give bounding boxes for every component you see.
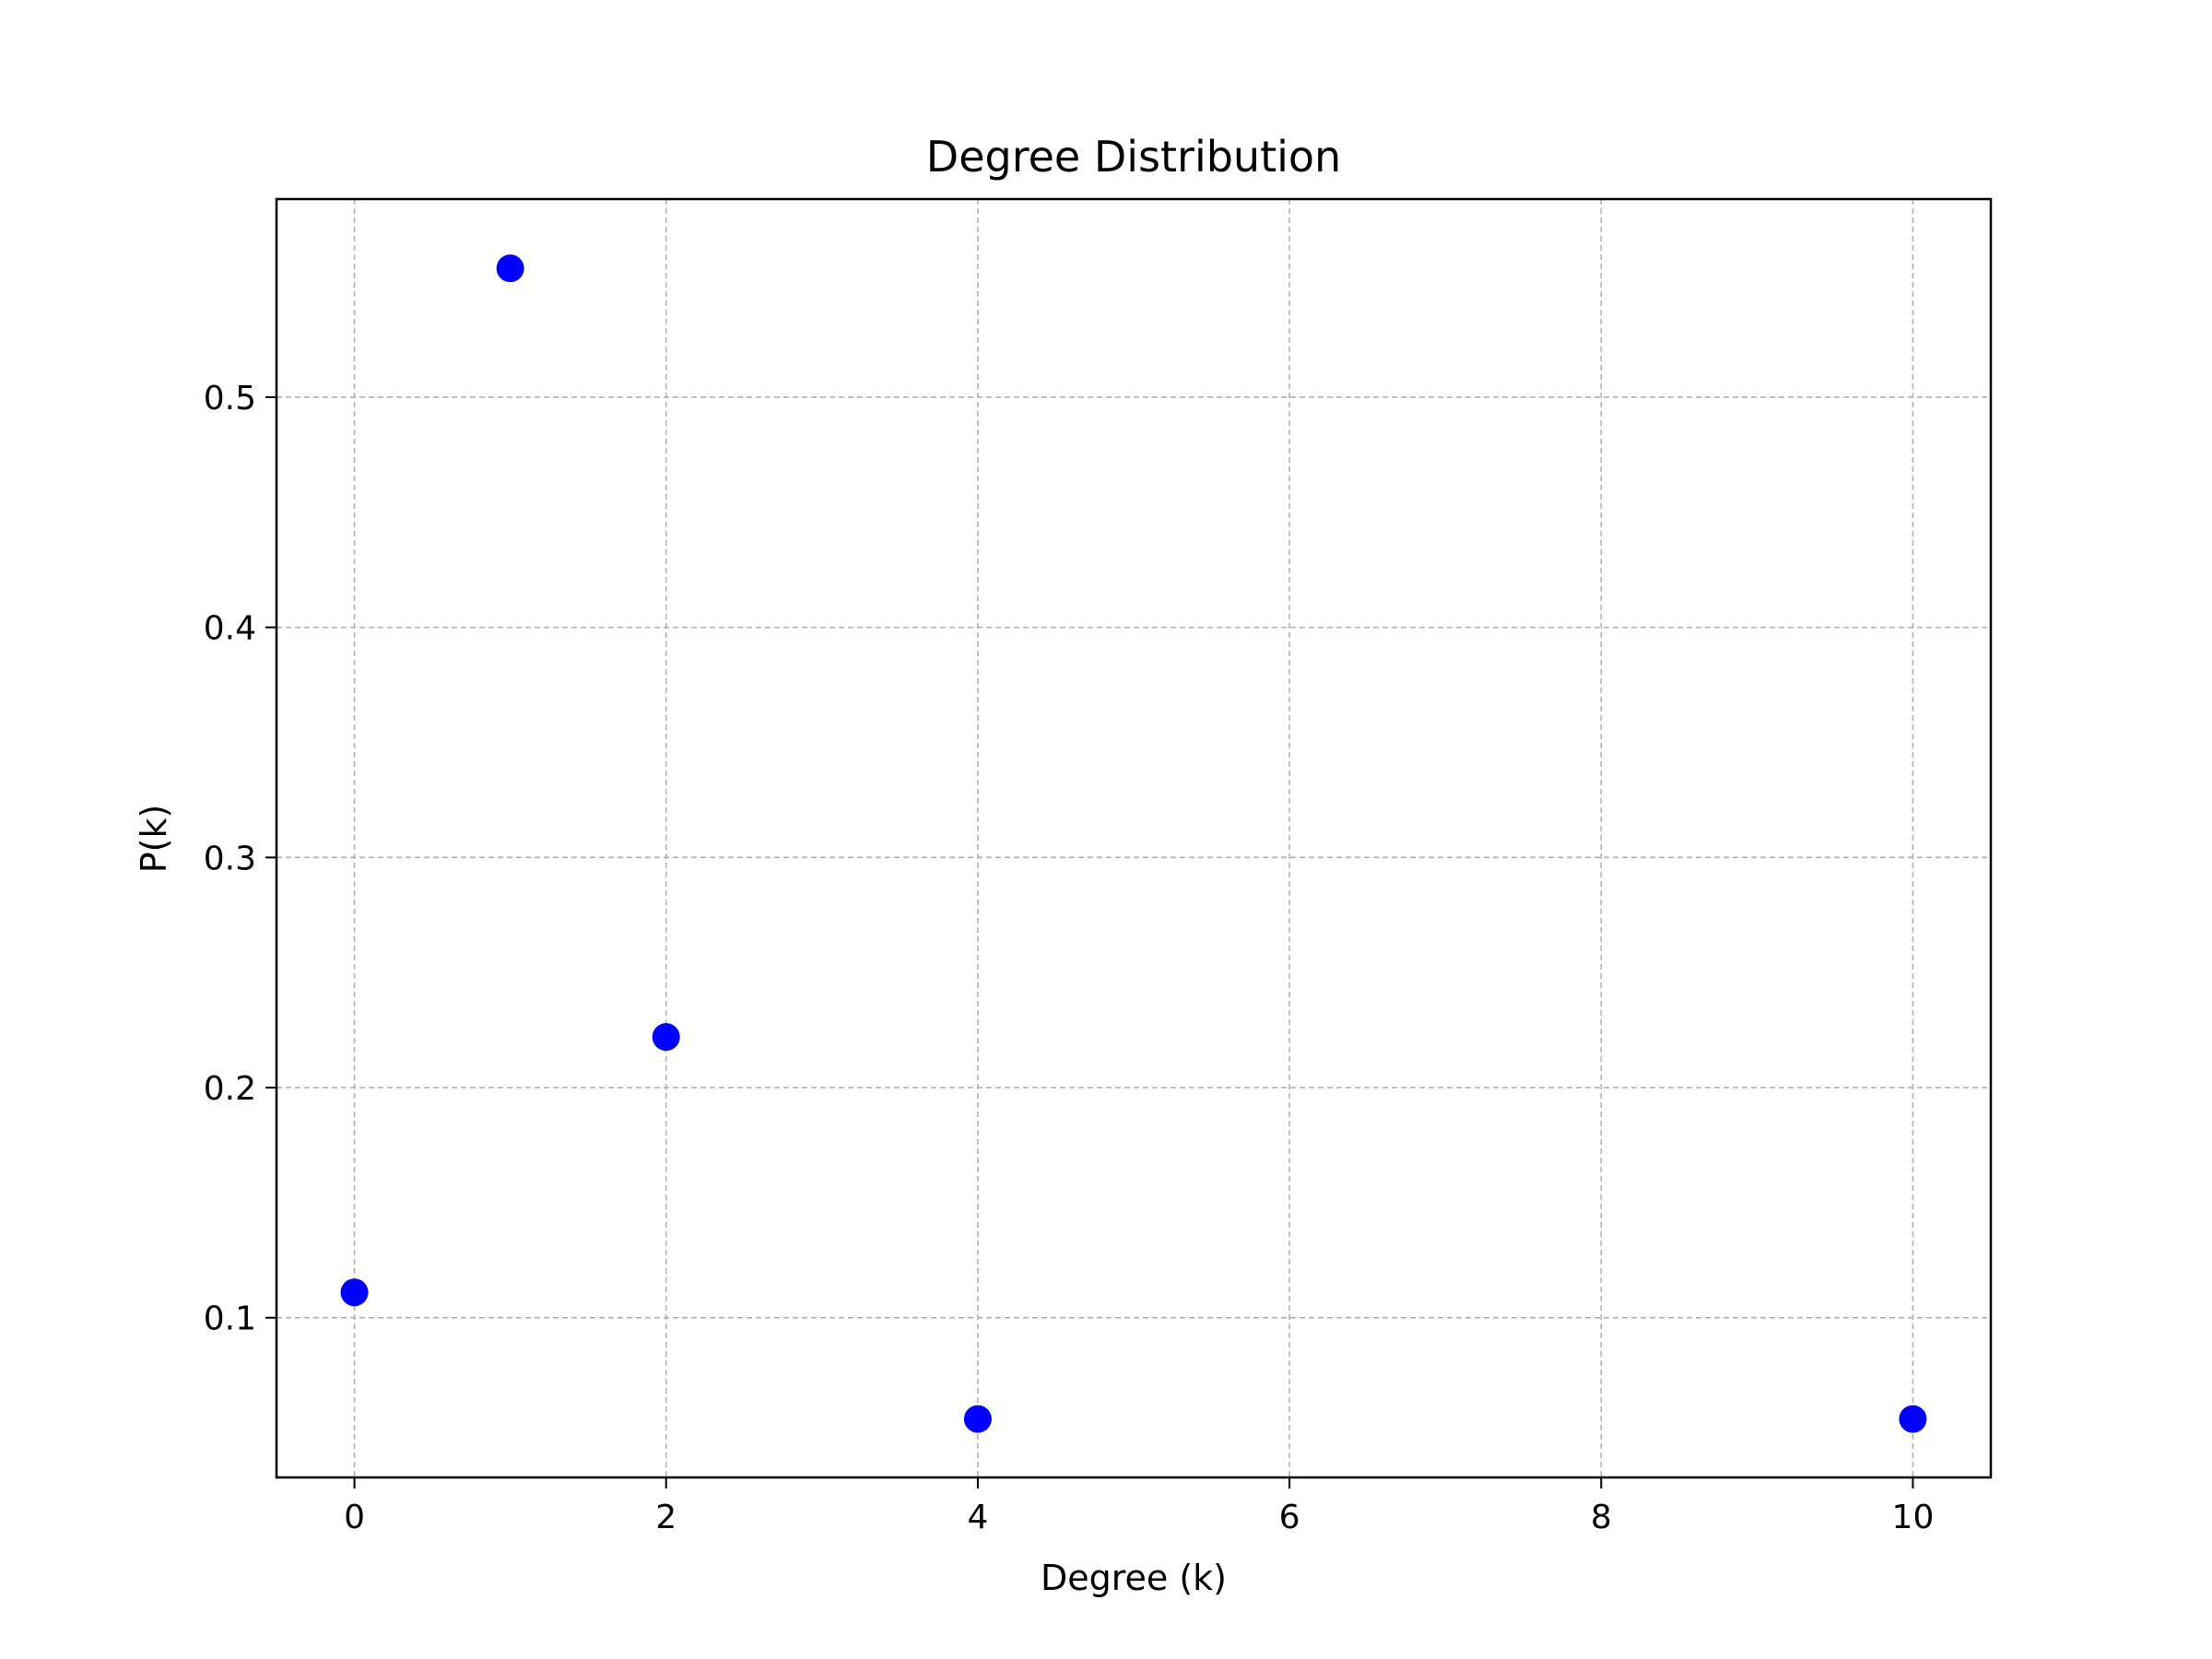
x-tick-label: 8: [1591, 1499, 1612, 1536]
y-tick-label: 0.4: [204, 610, 256, 648]
data-point: [340, 1278, 369, 1307]
y-tick-label: 0.3: [204, 840, 256, 877]
x-tick-label: 0: [344, 1499, 365, 1536]
data-point: [1899, 1405, 1927, 1433]
chart-title: Degree Distribution: [926, 132, 1341, 182]
x-tick-label: 6: [1279, 1499, 1300, 1536]
x-axis-label: Degree (k): [1041, 1558, 1227, 1598]
y-axis-label: P(k): [134, 805, 174, 874]
x-axis-ticks: 0 2 4 6 8 10: [344, 1477, 1934, 1536]
grid-lines: [276, 199, 1991, 1477]
x-tick-label: 10: [1892, 1499, 1935, 1536]
y-tick-label: 0.1: [204, 1300, 256, 1338]
plot-frame: [275, 197, 1993, 1479]
y-axis-ticks: 0.1 0.2 0.3 0.4 0.5: [204, 380, 276, 1338]
data-points: [340, 254, 1927, 1433]
y-tick-label: 0.2: [204, 1070, 256, 1108]
data-point: [496, 254, 524, 283]
data-point: [963, 1405, 992, 1433]
data-point: [652, 1023, 680, 1052]
x-tick-label: 2: [655, 1499, 677, 1536]
x-tick-label: 4: [967, 1499, 988, 1536]
y-tick-label: 0.5: [204, 380, 256, 418]
